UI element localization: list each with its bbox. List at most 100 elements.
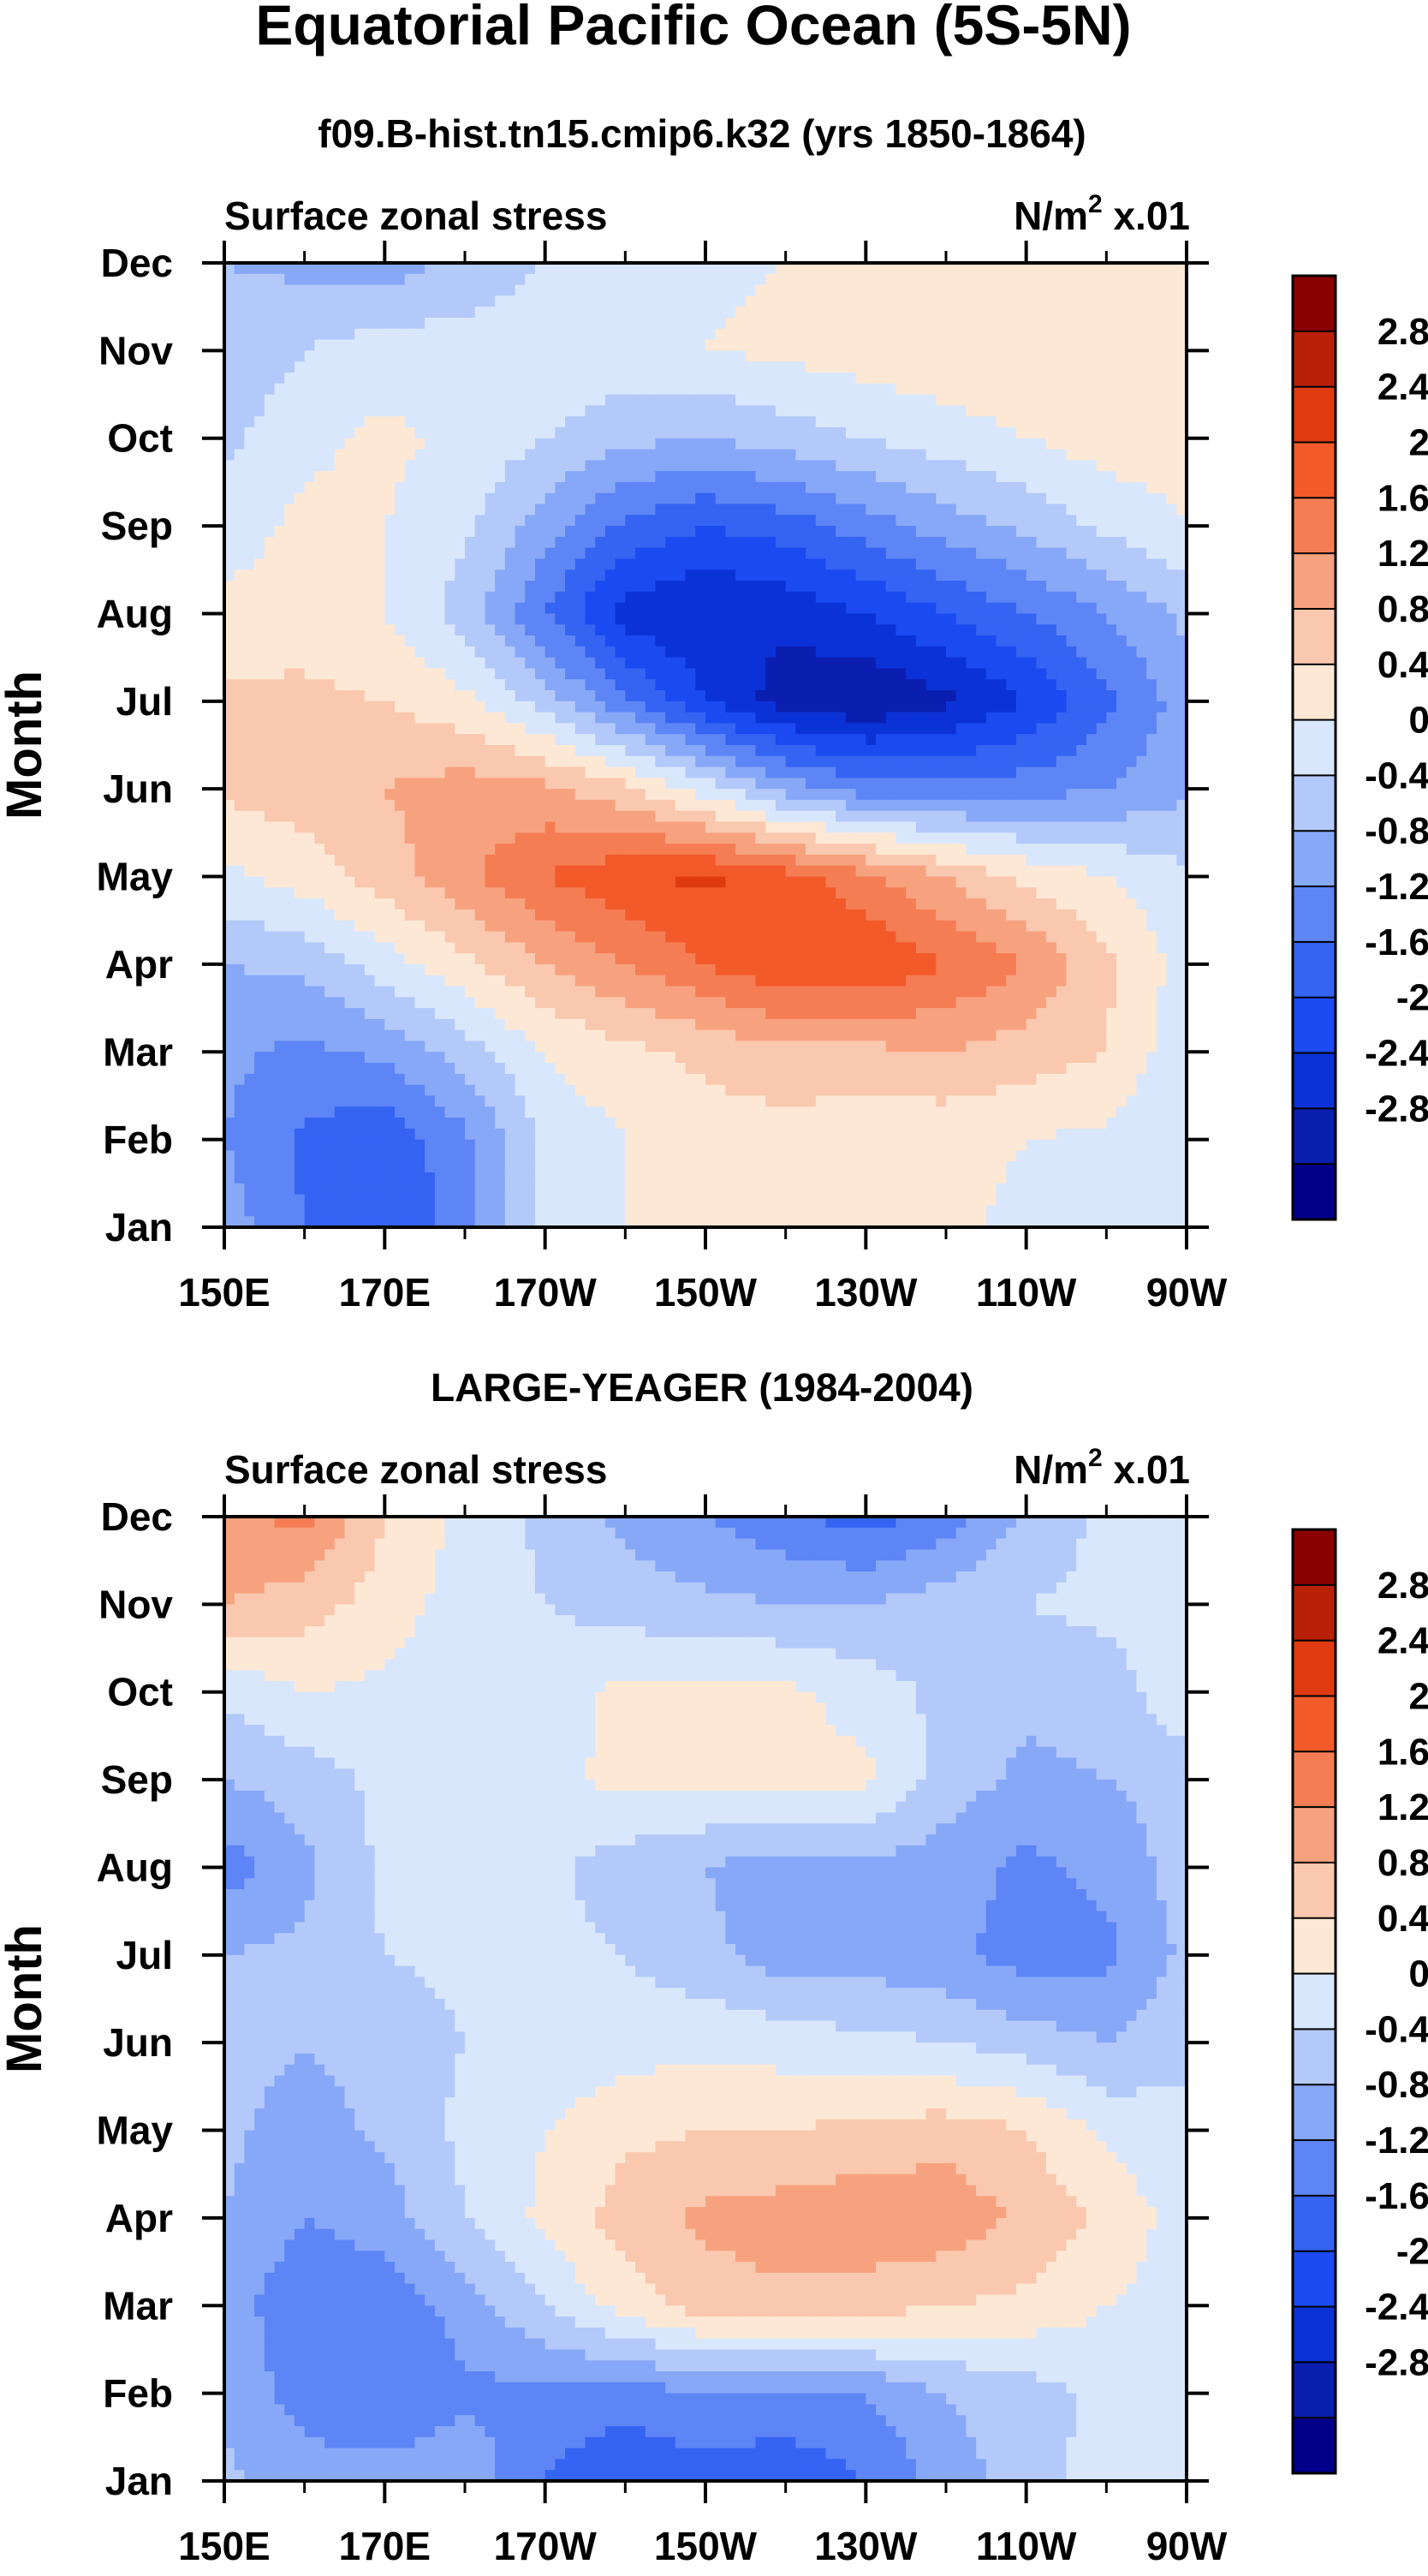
heatmap-cell [655, 679, 665, 690]
heatmap-cell [365, 701, 375, 713]
heatmap-cell [445, 515, 455, 526]
heatmap-cell [505, 668, 515, 679]
heatmap-cell [716, 624, 726, 635]
heatmap-cell [756, 756, 766, 767]
heatmap-cell [525, 800, 535, 811]
heatmap-cell [1046, 647, 1056, 658]
heatmap-cell [425, 384, 435, 395]
heatmap-cell [997, 800, 1007, 811]
heatmap-cell [555, 493, 565, 504]
heatmap-cell [425, 635, 435, 647]
heatmap-cell [324, 438, 335, 450]
heatmap-cell [765, 647, 776, 658]
heatmap-cell [314, 450, 324, 461]
heatmap-cell [1056, 548, 1067, 559]
heatmap-cell [465, 548, 475, 559]
heatmap-cell [1167, 361, 1177, 373]
heatmap-cell [735, 504, 746, 516]
heatmap-cell [586, 592, 596, 603]
heatmap-cell [284, 745, 295, 756]
heatmap-cell [635, 800, 646, 811]
heatmap-cell [465, 690, 475, 701]
heatmap-cell [936, 701, 946, 713]
heatmap-cell [475, 558, 485, 569]
heatmap-cell [305, 723, 315, 734]
heatmap-cell [1036, 526, 1046, 537]
heatmap-cell [295, 635, 305, 647]
heatmap-cell [605, 713, 616, 724]
heatmap-cell [445, 701, 455, 713]
heatmap-cell [946, 450, 956, 461]
heatmap-cell [795, 701, 806, 713]
heatmap-cell [895, 603, 906, 614]
heatmap-cell [345, 285, 355, 296]
heatmap-cell [946, 318, 956, 329]
heatmap-cell [856, 767, 866, 778]
heatmap-cell [675, 635, 686, 647]
heatmap-cell [756, 471, 766, 482]
heatmap-cell [1046, 295, 1056, 307]
heatmap-cell [505, 789, 515, 800]
heatmap-cell [1036, 701, 1046, 713]
heatmap-cell [475, 800, 485, 811]
heatmap-cell [966, 789, 976, 800]
heatmap-cell [324, 679, 335, 690]
heatmap-cell [1056, 723, 1067, 734]
heatmap-cell [1167, 558, 1177, 569]
heatmap-cell [976, 548, 986, 559]
heatmap-cell [826, 734, 836, 745]
heatmap-cell [545, 822, 556, 833]
heatmap-cell [586, 361, 596, 373]
heatmap-cell [1076, 548, 1086, 559]
heatmap-cell [1036, 767, 1046, 778]
heatmap-cell [375, 635, 385, 647]
heatmap-cell [895, 395, 906, 406]
heatmap-cell [395, 526, 405, 537]
heatmap-cell [244, 635, 254, 647]
heatmap-cell [485, 405, 495, 416]
heatmap-cell [1016, 471, 1026, 482]
heatmap-cell [1046, 537, 1056, 548]
heatmap-cell [414, 395, 425, 406]
heatmap-cell [1016, 658, 1026, 669]
heatmap-cell [235, 679, 245, 690]
heatmap-cell [254, 701, 265, 713]
heatmap-cell [1146, 690, 1157, 701]
heatmap-cell [365, 789, 375, 800]
heatmap-cell [1106, 504, 1116, 516]
heatmap-cell [916, 548, 926, 559]
heatmap-cell [1136, 263, 1146, 274]
heatmap-cell [1046, 361, 1056, 373]
heatmap-cell [1127, 679, 1137, 690]
heatmap-cell [345, 263, 355, 274]
heatmap-cell [966, 427, 976, 438]
heatmap-cell [455, 822, 465, 833]
heatmap-cell [746, 427, 756, 438]
heatmap-cell [936, 690, 946, 701]
heatmap-cell [1046, 482, 1056, 493]
heatmap-cell [956, 350, 967, 361]
heatmap-cell [756, 526, 766, 537]
heatmap-cell [886, 647, 896, 658]
heatmap-cell [1167, 690, 1177, 701]
heatmap-cell [756, 318, 766, 329]
heatmap-cell [665, 624, 675, 635]
heatmap-cell [505, 635, 515, 647]
heatmap-cell [1167, 384, 1177, 395]
heatmap-cell [1097, 361, 1107, 373]
heatmap-cell [675, 504, 686, 516]
heatmap-cell [525, 460, 535, 471]
panel-1-heatmap [224, 263, 1187, 1228]
heatmap-cell [635, 822, 646, 833]
heatmap-cell [1097, 274, 1107, 285]
heatmap-cell [235, 569, 245, 581]
heatmap-cell [625, 395, 635, 406]
heatmap-cell [1167, 373, 1177, 384]
heatmap-cell [646, 690, 656, 701]
heatmap-cell [375, 713, 385, 724]
heatmap-cell [735, 416, 746, 427]
heatmap-cell [1097, 679, 1107, 690]
heatmap-cell [375, 668, 385, 679]
heatmap-cell [244, 723, 254, 734]
heatmap-cell [1157, 701, 1167, 713]
